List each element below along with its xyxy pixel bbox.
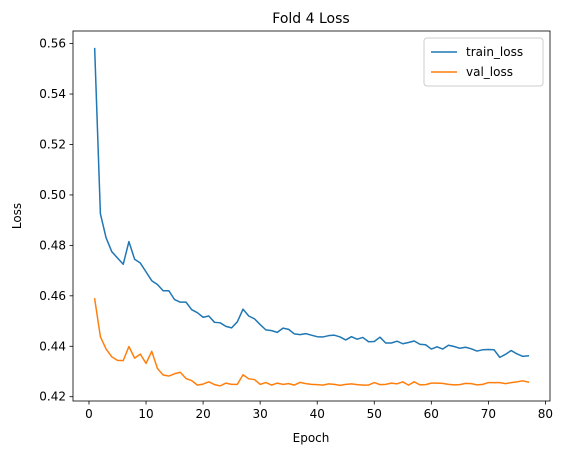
legend-box xyxy=(423,37,544,87)
x-tick-label: 50 xyxy=(367,407,382,421)
x-axis-label: Epoch xyxy=(293,431,330,445)
y-axis: 0.42 0.44 0.46 0.48 0.50 0.52 0.54 0.56 xyxy=(39,37,73,404)
x-tick-label: 60 xyxy=(424,407,439,421)
x-tick-label: 10 xyxy=(138,407,153,421)
x-axis: 0 10 20 30 40 50 60 70 80 xyxy=(85,401,553,421)
series-line-train-loss xyxy=(93,47,530,359)
x-tick-label: 20 xyxy=(195,407,210,421)
series-line-val-loss xyxy=(93,297,530,387)
legend-label-train-loss: train_loss xyxy=(466,45,523,59)
y-axis-label: Loss xyxy=(10,203,24,229)
y-tick-label: 0.48 xyxy=(39,238,66,252)
y-tick-label: 0.52 xyxy=(39,137,66,151)
x-tick-label: 30 xyxy=(253,407,268,421)
x-tick-label: 70 xyxy=(481,407,496,421)
y-tick-label: 0.42 xyxy=(39,390,66,404)
x-tick-label: 40 xyxy=(310,407,325,421)
y-tick-label: 0.46 xyxy=(39,289,66,303)
y-tick-label: 0.50 xyxy=(39,188,66,202)
x-tick-label: 0 xyxy=(85,407,93,421)
plot-frame xyxy=(72,30,551,402)
y-tick-label: 0.44 xyxy=(39,339,66,353)
legend: train_loss val_loss xyxy=(423,37,544,87)
y-tick-label: 0.56 xyxy=(39,37,66,51)
y-tick-label: 0.54 xyxy=(39,87,66,101)
x-tick-label: 80 xyxy=(538,407,553,421)
chart-title: Fold 4 Loss xyxy=(272,11,349,27)
plot-area xyxy=(93,47,530,387)
legend-label-val-loss: val_loss xyxy=(466,65,513,79)
